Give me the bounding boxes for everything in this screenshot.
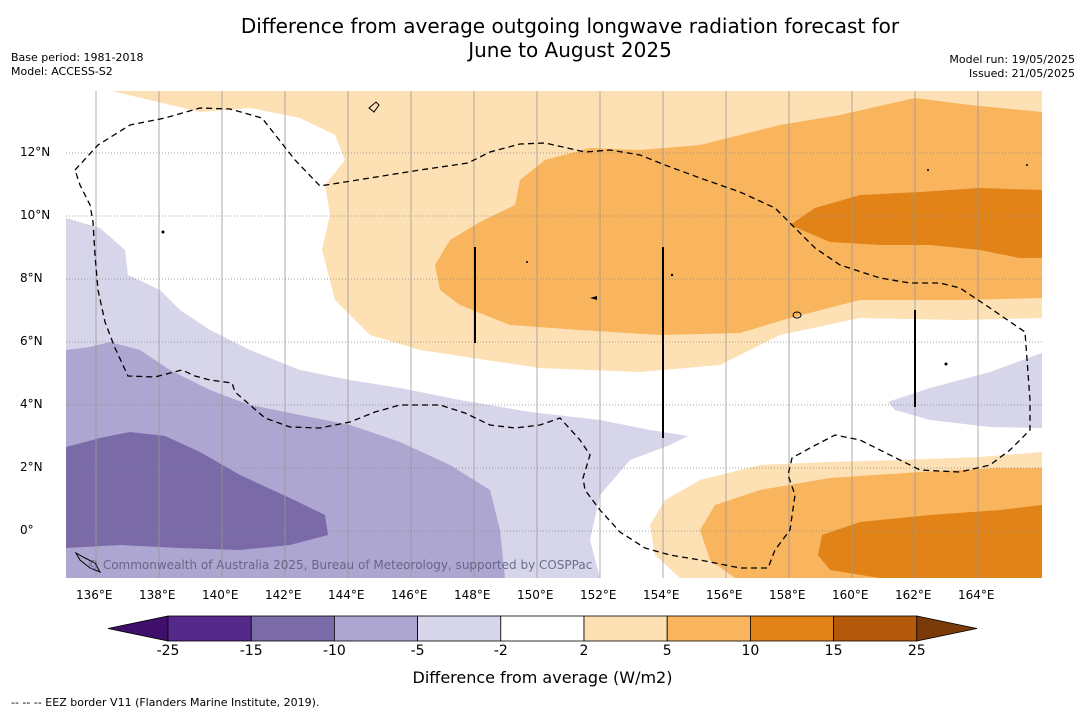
colorbar-segment: [583, 615, 668, 642]
eez-legend-note: -- -- -- EEZ border V11 (Flanders Marine…: [11, 696, 320, 709]
colorbar-tick-label: -25: [156, 643, 180, 659]
island-chuuk: [590, 296, 597, 300]
copyright-notice: © Commonwealth of Australia 2025, Bureau…: [87, 558, 593, 572]
colorbar-segment: [750, 615, 835, 642]
lon-label: 160°E: [832, 588, 869, 602]
island-guam: [368, 101, 380, 113]
lat-label: 8°N: [20, 271, 43, 285]
lat-label: 0°: [20, 523, 34, 537]
colorbar-title: Difference from average (W/m2): [412, 668, 673, 687]
colorbar-segment: [167, 615, 252, 642]
colorbar-tick-label: -10: [322, 643, 346, 659]
colorbar-tick-label: -15: [239, 643, 263, 659]
lon-label: 138°E: [139, 588, 176, 602]
meta-right: Model run: 19/05/2025 Issued: 21/05/2025: [949, 53, 1075, 81]
island-markers: [74, 101, 1028, 573]
lon-label: 154°E: [643, 588, 680, 602]
lat-label: 12°N: [20, 145, 51, 159]
lon-label: 146°E: [391, 588, 428, 602]
colorbar-tick-label: 10: [741, 643, 760, 659]
colorbar-segment: [666, 615, 751, 642]
lat-label: 4°N: [20, 397, 43, 411]
map-fields: [66, 91, 1042, 578]
map-title: Difference from average outgoing longwav…: [0, 14, 1085, 62]
colorbar-tick-label: 15: [824, 643, 843, 659]
issued-date: Issued: 21/05/2025: [968, 67, 1075, 80]
island-dot-1: [161, 230, 165, 234]
model-name: Model: ACCESS-S2: [11, 65, 113, 78]
colorbar-segment: [250, 615, 335, 642]
lon-label: 164°E: [958, 588, 995, 602]
colorbar-segment: [500, 615, 585, 642]
title-line-1: Difference from average outgoing longwav…: [240, 14, 900, 38]
lon-label: 136°E: [76, 588, 113, 602]
colorbar-tick-label: 5: [662, 643, 672, 659]
lat-label: 6°N: [20, 334, 43, 348]
colorbar-extend-low: [107, 615, 169, 642]
island-new-guinea: [74, 551, 102, 573]
colorbar-segment: [417, 615, 502, 642]
lat-label: 10°N: [20, 208, 51, 222]
colorbar-tick-label: 2: [579, 643, 589, 659]
lat-label: 2°N: [20, 460, 43, 474]
lon-label: 158°E: [769, 588, 806, 602]
lon-label: 140°E: [202, 588, 239, 602]
base-period: Base period: 1981-2018: [11, 51, 144, 64]
field-5-10-north: [435, 98, 1042, 335]
island-dot-5: [1026, 164, 1028, 166]
lon-label: 150°E: [517, 588, 554, 602]
colorbar-tick-label: 25: [907, 643, 926, 659]
meta-left: Base period: 1981-2018 Model: ACCESS-S2: [11, 51, 143, 79]
colorbar-extend-high: [916, 615, 978, 642]
field-minus15-minus10: [66, 432, 328, 550]
lon-label: 142°E: [265, 588, 302, 602]
island-dot-6: [927, 169, 929, 171]
colorbar-tick-label: -5: [410, 643, 425, 659]
colorbar-segment: [333, 615, 418, 642]
island-pohnpei: [792, 311, 802, 319]
field-10-15-north: [790, 188, 1042, 258]
colorbar-tick-label: -2: [493, 643, 508, 659]
title-line-2: June to August 2025: [468, 38, 672, 62]
island-dot-3: [670, 273, 674, 277]
island-dot-2: [526, 261, 528, 263]
lon-label: 156°E: [706, 588, 743, 602]
lon-label: 152°E: [580, 588, 617, 602]
lon-label: 148°E: [454, 588, 491, 602]
lon-label: 144°E: [328, 588, 365, 602]
field-minus5-minus2-east: [888, 353, 1042, 428]
island-dot-4: [944, 362, 948, 366]
lon-label: 162°E: [895, 588, 932, 602]
field-10-15-south: [818, 505, 1042, 578]
colorbar-segment: [833, 615, 918, 642]
model-run: Model run: 19/05/2025: [949, 53, 1075, 66]
colorbar: [107, 615, 978, 642]
